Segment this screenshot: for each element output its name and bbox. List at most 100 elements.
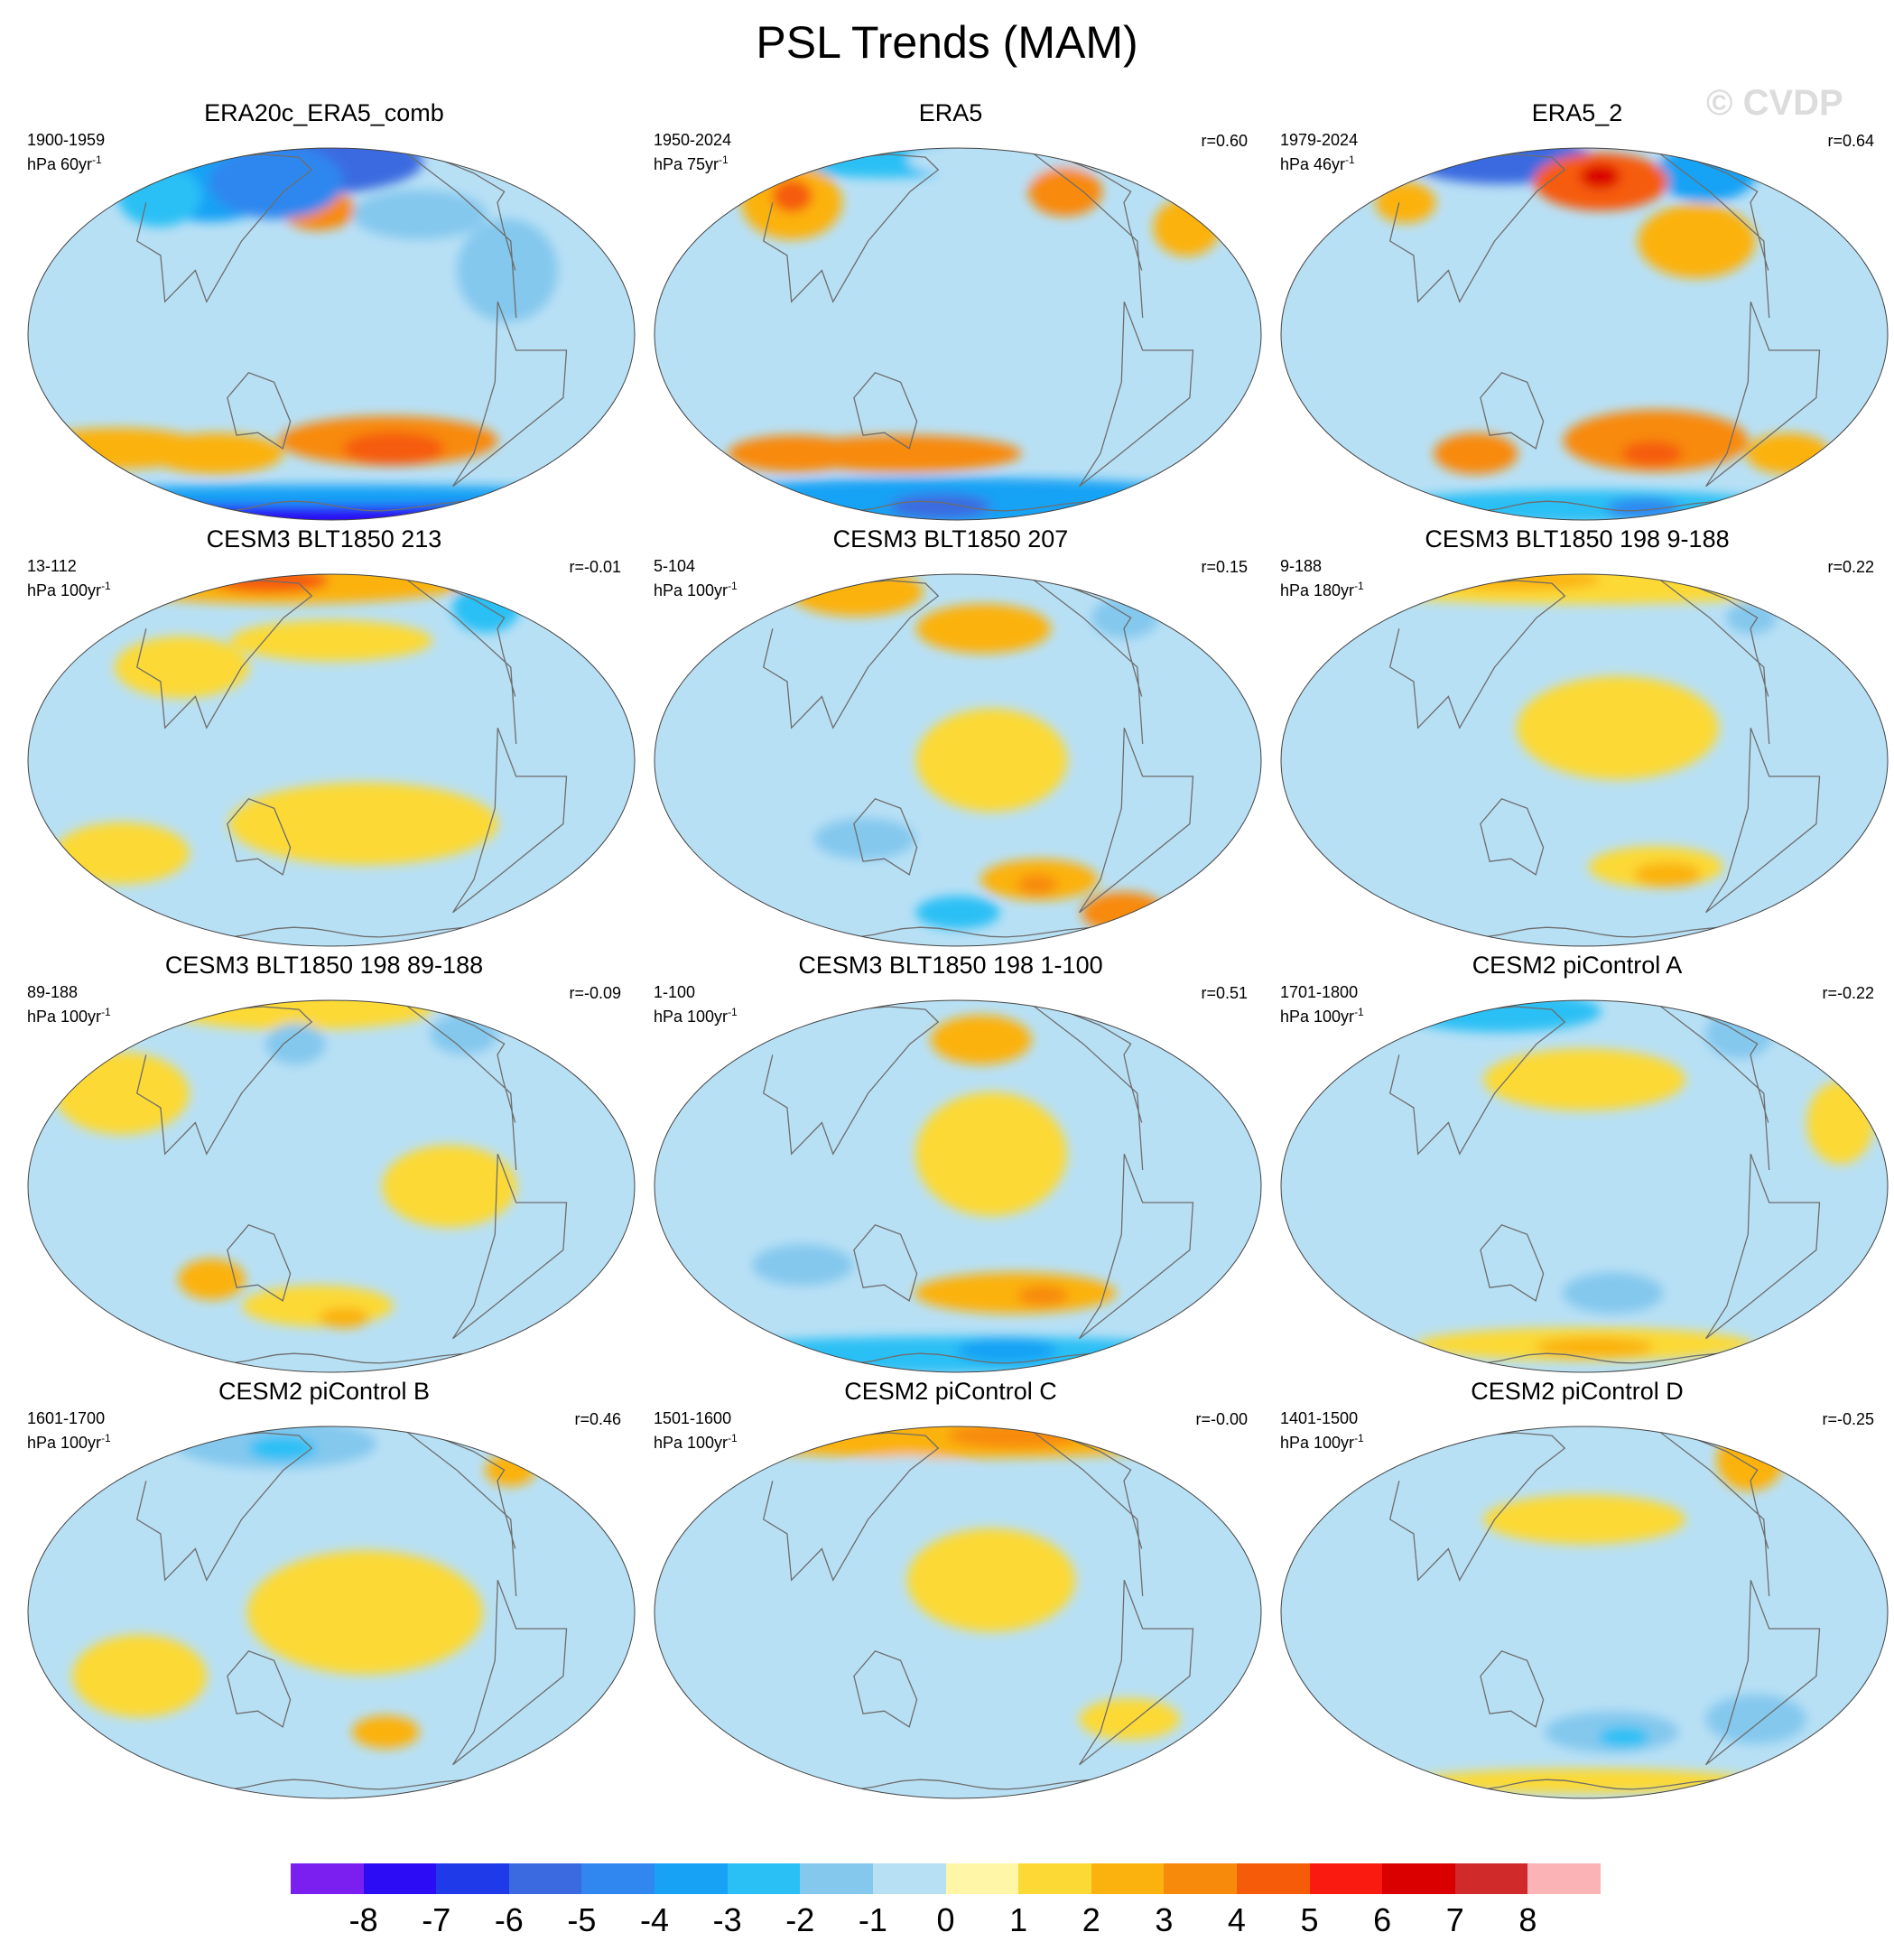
panel-correlation: r=0.22 [1827, 558, 1874, 576]
map-panel: CESM2 piControl B 1601-1700 hPa 100yr-1 r=0… [13, 1378, 636, 1802]
map-field [28, 1426, 635, 1798]
anomaly-region [727, 434, 863, 473]
anomaly-region [1483, 1048, 1685, 1111]
anomaly-region [813, 818, 915, 859]
colorbar-tick-label: 0 [936, 1901, 955, 1938]
anomaly-region [1633, 862, 1702, 887]
anomaly-region [1599, 1726, 1650, 1748]
anomaly-region [915, 708, 1068, 813]
panel-units-exponent: -1 [92, 153, 102, 166]
panel-units-text: hPa 100yr [27, 1008, 102, 1026]
panel-title: CESM2 piControl D [1471, 1378, 1684, 1405]
anomaly-region [116, 164, 202, 228]
panel-correlation: r=-0.25 [1822, 1410, 1874, 1428]
map-border [654, 1426, 1262, 1799]
panel-period: 89-188 [27, 983, 79, 1001]
colorbar-swatch [945, 1863, 1019, 1894]
anomaly-region [1580, 163, 1620, 190]
panel-correlation: r=-0.01 [569, 558, 621, 576]
map-panel: CESM3 BLT1850 213 13-112 hPa 100yr-1 r=-0.0… [13, 525, 636, 950]
panel-units-text: hPa 100yr [1280, 1008, 1355, 1026]
map-field [1281, 1000, 1888, 1372]
panel-units: hPa 100yr-1 [654, 1428, 738, 1453]
anomaly-region [265, 1023, 326, 1065]
colorbar-tick-label: 8 [1518, 1901, 1537, 1938]
colorbar-swatch [872, 1863, 946, 1894]
anomaly-region [1459, 1426, 1629, 1477]
map-svg [27, 573, 636, 947]
map-border [654, 999, 1262, 1373]
anomaly-region [1153, 198, 1221, 256]
panel-units-exponent: -1 [1345, 153, 1355, 166]
anomaly-region [351, 1715, 420, 1749]
panel-units: hPa 60yr-1 [27, 150, 102, 174]
colorbar-tick-label: 7 [1445, 1901, 1464, 1938]
anomaly-region [915, 603, 1051, 654]
anomaly-region [1637, 203, 1756, 279]
panel-title: ERA5_2 [1531, 99, 1623, 126]
panel-units: hPa 46yr-1 [1280, 150, 1355, 174]
map-svg [27, 147, 636, 521]
anomaly-region [752, 1244, 854, 1286]
colorbar-tick-label: -8 [348, 1901, 378, 1938]
colorbar-tick-label: -2 [785, 1901, 815, 1938]
colorbar-swatch [655, 1863, 729, 1894]
panel-units: hPa 100yr-1 [27, 1002, 111, 1026]
colorbar [291, 1863, 1602, 1896]
colorbar-tick-label: 5 [1300, 1901, 1319, 1938]
anomaly-region [451, 582, 520, 633]
anomaly-region [1563, 409, 1749, 472]
anomaly-region [915, 896, 1000, 930]
anomaly-region [1704, 1008, 1773, 1059]
anomaly-region [456, 218, 558, 322]
watermark: © CVDP [1706, 83, 1843, 123]
anomaly-region [71, 1634, 208, 1718]
anomaly-region [1027, 166, 1103, 217]
colorbar-swatch [1382, 1863, 1456, 1894]
anomaly-region [1483, 1494, 1685, 1545]
map-field [655, 1426, 1261, 1798]
anomaly-region [906, 1528, 1076, 1632]
anomaly-region [28, 484, 635, 506]
map-panel: CESM3 BLT1850 207 5-104 hPa 100yr-1 r=0.15 [639, 525, 1262, 950]
map-border [654, 573, 1262, 947]
anomaly-region [54, 1052, 190, 1135]
colorbar-tick-label: -7 [422, 1901, 451, 1938]
panel-units-text: hPa 180yr [1280, 581, 1355, 599]
panel-period: 1979-2024 [1280, 131, 1359, 149]
panel-units-exponent: -1 [728, 1432, 738, 1444]
panel-units: hPa 180yr-1 [1280, 576, 1364, 600]
panel-units-exponent: -1 [101, 580, 111, 592]
anomaly-region [54, 822, 190, 885]
map-panel: CESM2 piControl D 1401-1500 hPa 100yr-1 r=-… [1266, 1378, 1889, 1802]
anomaly-region [343, 432, 445, 466]
panel-units-text: hPa 100yr [27, 1434, 102, 1452]
anomaly-region [1516, 676, 1719, 780]
colorbar-swatch [727, 1863, 801, 1894]
map-svg [654, 573, 1262, 947]
panel-units: hPa 100yr-1 [654, 576, 738, 600]
panel-title: ERA5 [918, 99, 983, 126]
colorbar-tick-label: 6 [1373, 1901, 1392, 1938]
panel-units-text: hPa 100yr [27, 581, 102, 599]
panel-units-exponent: -1 [1354, 580, 1364, 592]
anomaly-region [1434, 432, 1518, 475]
map-border [1280, 573, 1889, 947]
panel-correlation: r=0.64 [1827, 132, 1874, 150]
panel-units-text: hPa 75yr [654, 155, 720, 173]
anomaly-region [209, 148, 344, 219]
panel-units-text: hPa 100yr [1280, 1434, 1355, 1452]
panel-period: 1900-1959 [27, 131, 106, 149]
map-svg [1280, 147, 1889, 521]
panel-period: 5-104 [654, 557, 696, 575]
map-svg [654, 147, 1262, 521]
map-panel: ERA5_2 1979-2024 hPa 46yr-1 r=0.64 [1266, 99, 1889, 524]
panel-units-exponent: -1 [719, 153, 729, 166]
anomaly-region [1079, 1698, 1181, 1741]
anomaly-region [1535, 1336, 1654, 1358]
anomaly-region [930, 1015, 1032, 1065]
panel-units: hPa 75yr-1 [654, 150, 729, 174]
panel-title: CESM2 piControl C [844, 1378, 1057, 1405]
panel-period: 1950-2024 [654, 131, 732, 149]
